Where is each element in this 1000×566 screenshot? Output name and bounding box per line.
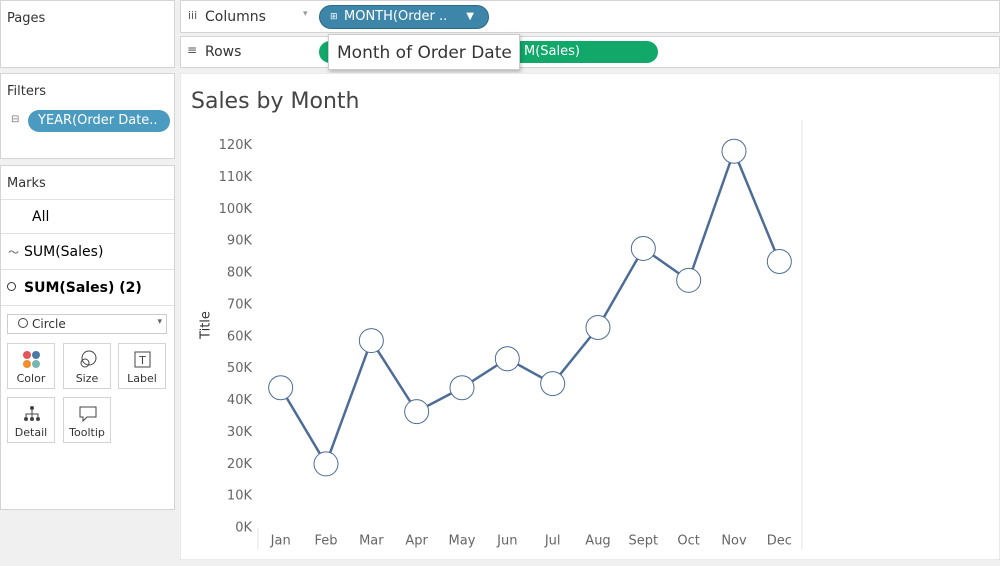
x-tick-label: Oct [677,534,699,549]
y-tick-label: 50K [227,361,253,376]
x-tick-label: Apr [405,534,428,549]
point [449,375,475,401]
button-label: Size [75,372,99,385]
point [540,371,566,397]
x-tick-label: Sept [629,534,659,549]
tooltip-button[interactable]: Tooltip [63,397,111,443]
point [313,451,339,477]
x-tick-label: Feb [314,534,337,549]
y-axis-title: Title [199,311,214,340]
y-tick-label: 0K [235,521,252,536]
point [358,328,384,354]
detail-button[interactable]: Detail [7,397,55,443]
svg-text:T: T [138,354,146,367]
chart: Sales by Month Title 0K 10K 20K 30K 40K 50K 60… [180,73,1000,560]
pages-card: Pages [0,0,175,68]
point [494,346,520,372]
y-tick-label: 30K [227,425,253,440]
marks-title: Marks [7,176,46,191]
label-button[interactable]: T Label [118,343,166,389]
marks-card: Marks All 〜 SUM(Sales) SUM(Sales) (2) Ci… [0,165,175,510]
y-tick-label: 90K [227,234,253,249]
x-tick-label: Jul [544,534,561,549]
y-tick-label: 20K [227,457,253,472]
button-label: Label [127,372,157,385]
columns-shelf: iii Columns ▾ ⊞ MONTH(Order .. ▼ [180,0,1000,33]
y-tick-label: 40K [227,393,253,408]
mark-type-dropdown[interactable]: Circle ▾ [7,314,167,334]
line [279,147,781,467]
chart-title: Sales by Month [191,89,359,114]
x-tick-label: Nov [721,534,747,549]
marks-card-line[interactable]: SUM(Sales) [1,235,174,270]
x-tick-label: Mar [359,534,384,549]
button-label: Detail [14,426,48,439]
button-label: Color [16,372,46,385]
marks-all[interactable]: All [1,199,174,234]
size-button[interactable]: Size [63,343,111,389]
filters-card: Filters ⊟ YEAR(Order Date.. [0,73,175,159]
marks-card-circle[interactable]: SUM(Sales) (2) [1,271,174,306]
rows-label: Rows [205,44,242,60]
y-tick-label: 60K [227,329,253,344]
button-label: Tooltip [69,426,105,439]
point [268,375,294,401]
filters-title: Filters [7,84,46,99]
mark-type: Circle [32,317,66,331]
y-tick-label: 70K [227,297,253,312]
pages-title: Pages [7,11,46,26]
point [404,399,430,425]
point [630,235,656,261]
color-button[interactable]: Color [7,343,55,389]
x-tick-label: Jun [496,534,517,549]
y-tick-label: 100K [219,202,253,217]
x-tick-label: May [449,534,476,549]
y-tick-label: 120K [219,138,253,153]
y-tick-label: 110K [219,170,253,185]
field-tooltip: Month of Order Date [328,34,520,70]
y-tick-label: 10K [227,489,253,504]
x-tick-label: Jan [270,534,291,549]
point [721,138,747,164]
x-tick-label: Aug [585,534,610,549]
point [585,315,611,341]
columns-label: Columns [205,9,266,25]
filter-pill[interactable]: YEAR(Order Date.. [28,110,170,132]
point [676,267,702,293]
point [766,249,792,275]
pill-text: MONTH(Order .. [344,9,448,24]
rows-shelf: ≡ Rows M(Sales) [180,36,1000,68]
y-tick-label: 80K [227,266,253,281]
x-tick-label: Dec [767,534,792,549]
columns-pill[interactable]: ⊞ MONTH(Order .. ▼ [319,5,489,29]
